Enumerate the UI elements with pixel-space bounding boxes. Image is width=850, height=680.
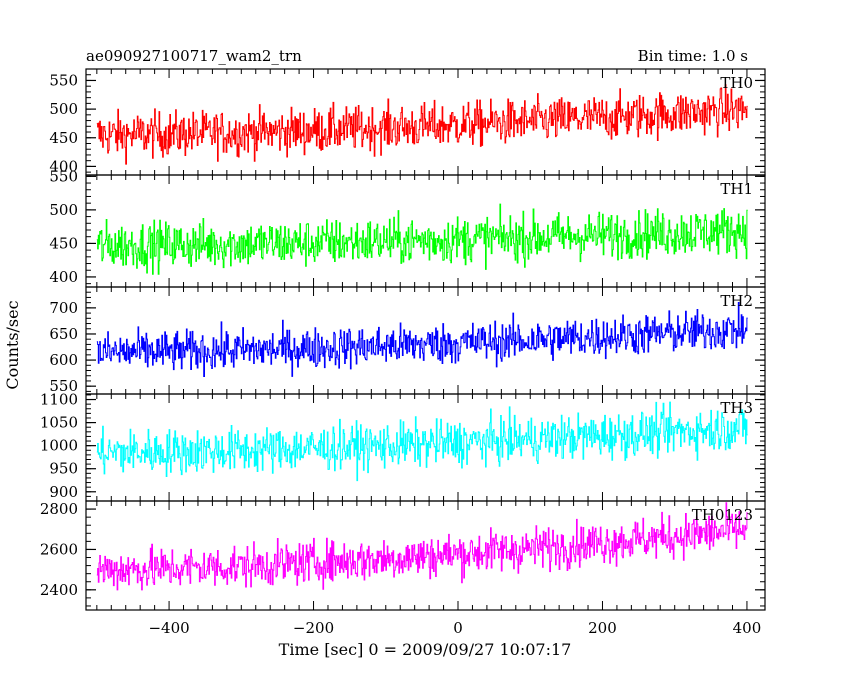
panel-label: TH1	[720, 180, 753, 198]
panel-th3: 900 950 1000 1050 1100 TH3	[40, 391, 766, 502]
panel-label: TH0123	[692, 506, 753, 524]
x-axis: −400 −200 0 200 400	[148, 619, 761, 637]
series-th1	[96, 203, 748, 275]
x-tick-label: 400	[733, 619, 762, 637]
y-tick-label: 400	[49, 157, 78, 175]
y-axis-label: Counts/sec	[3, 300, 22, 389]
x-tick-label: −400	[148, 619, 189, 637]
series-th3	[96, 401, 748, 482]
y-tick-label: 550	[49, 71, 78, 89]
y-tick-label: 2600	[40, 540, 78, 558]
x-tick-label: −200	[293, 619, 334, 637]
series-th2	[96, 302, 748, 377]
y-tick-label: 400	[49, 268, 78, 286]
y-tick-label: 700	[49, 299, 78, 317]
x-tick-label: 200	[588, 619, 617, 637]
y-tick-label: 900	[49, 483, 78, 501]
panel-label: TH0	[720, 74, 753, 92]
panel-th2: 550 600 650 700 TH2	[49, 286, 766, 395]
y-tick-label: 1050	[40, 414, 78, 432]
panel-th0123: 2400 2600 2800 TH0123	[40, 500, 766, 611]
series-th0123	[96, 502, 748, 591]
y-tick-label: 950	[49, 460, 78, 478]
panel-frame	[85, 500, 766, 611]
panel-label: TH3	[720, 399, 753, 417]
y-tick-label: 1100	[40, 391, 78, 409]
y-tick-label: 550	[49, 377, 78, 395]
y-tick-label: 450	[49, 129, 78, 147]
panel-th0: 400 450 500 550 TH0	[49, 68, 766, 176]
chart-title: ae090927100717_wam2_trn	[86, 47, 302, 65]
y-tick-label: 500	[49, 100, 78, 118]
y-tick-label: 2400	[40, 581, 78, 599]
y-tick-label: 550	[49, 167, 78, 185]
panel-label: TH2	[720, 292, 753, 310]
bin-time-label: Bin time: 1.0 s	[638, 47, 748, 65]
y-tick-label: 650	[49, 325, 78, 343]
x-axis-label: Time [sec] 0 = 2009/09/27 10:07:17	[279, 640, 572, 659]
y-tick-label: 450	[49, 234, 78, 252]
x-tick-label: 0	[453, 619, 463, 637]
panel-frame	[85, 286, 766, 395]
panel-frame	[85, 174, 766, 288]
series-th0	[96, 84, 748, 165]
y-tick-label: 2800	[40, 500, 78, 518]
y-tick-label: 1000	[40, 437, 78, 455]
panels: 400 450 500 550 TH0 400 450 500 550 TH1 550 600 650 7…	[40, 68, 766, 611]
y-tick-label: 600	[49, 351, 78, 369]
y-tick-label: 500	[49, 201, 78, 219]
panel-th1: 400 450 500 550 TH1	[49, 167, 766, 288]
